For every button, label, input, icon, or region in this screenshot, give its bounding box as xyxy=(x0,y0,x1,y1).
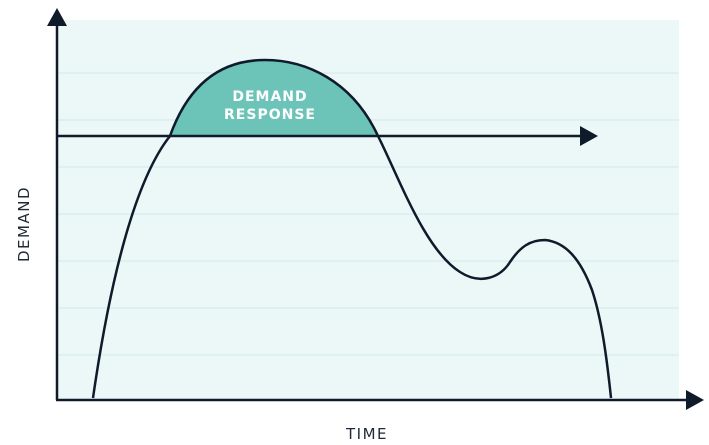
plot-background xyxy=(57,20,679,400)
x-axis-arrowhead xyxy=(686,390,704,410)
demand-response-region xyxy=(170,60,378,136)
x-axis-label: TIME xyxy=(345,425,388,443)
region-label-line1: DEMAND xyxy=(232,89,307,105)
demand-curve xyxy=(91,58,613,399)
threshold-arrowhead xyxy=(580,126,598,146)
y-axis-label: DEMAND xyxy=(15,186,33,262)
gridlines xyxy=(57,72,679,356)
y-axis-arrowhead xyxy=(47,8,67,26)
region-label-line2: RESPONSE xyxy=(224,107,316,123)
